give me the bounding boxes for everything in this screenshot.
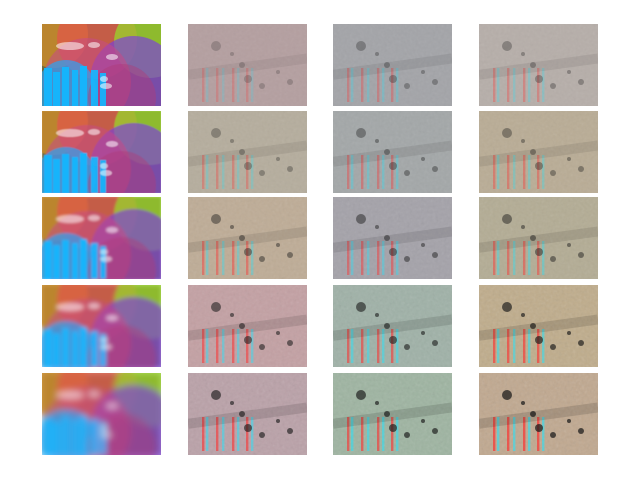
- tile-r1-c1: [42, 24, 161, 106]
- tile-r3-c1: [42, 197, 161, 279]
- tile-r2-c2: [188, 111, 307, 193]
- tile-r4-c2: [188, 285, 307, 367]
- tile-r5-c4-image: [479, 373, 598, 455]
- tile-r2-c1: [42, 111, 161, 193]
- tile-r5-c3-image: [333, 373, 452, 455]
- tile-r4-c4-image: [479, 285, 598, 367]
- tile-r1-c4-image: [479, 24, 598, 106]
- tile-r4-c1: [42, 285, 161, 367]
- tile-r4-c3-image: [333, 285, 452, 367]
- tile-r5-c2: [188, 373, 307, 455]
- tile-r4-c2-image: [188, 285, 307, 367]
- tile-r5-c1: [42, 373, 161, 455]
- tile-r5-c3: [333, 373, 452, 455]
- tile-r1-c3-image: [333, 24, 452, 106]
- tile-r3-c4: [479, 197, 598, 279]
- tile-r2-c1-image: [42, 111, 161, 193]
- tile-r2-c3: [333, 111, 452, 193]
- tile-r5-c4: [479, 373, 598, 455]
- tile-r3-c1-image: [42, 197, 161, 279]
- tile-r1-c3: [333, 24, 452, 106]
- tile-r2-c4-image: [479, 111, 598, 193]
- tile-r1-c4: [479, 24, 598, 106]
- tile-r2-c2-image: [188, 111, 307, 193]
- tile-r3-c3-image: [333, 197, 452, 279]
- tile-r1-c2-image: [188, 24, 307, 106]
- tile-r2-c4: [479, 111, 598, 193]
- tile-r5-c2-image: [188, 373, 307, 455]
- tile-r4-c1-image: [42, 285, 161, 367]
- tile-r3-c2-image: [188, 197, 307, 279]
- tile-r4-c4: [479, 285, 598, 367]
- tile-r4-c3: [333, 285, 452, 367]
- tile-r2-c3-image: [333, 111, 452, 193]
- tile-r1-c1-image: [42, 24, 161, 106]
- tile-r3-c2: [188, 197, 307, 279]
- tile-r1-c2: [188, 24, 307, 106]
- tile-r3-c4-image: [479, 197, 598, 279]
- tile-r3-c3: [333, 197, 452, 279]
- tile-r5-c1-image: [42, 373, 161, 455]
